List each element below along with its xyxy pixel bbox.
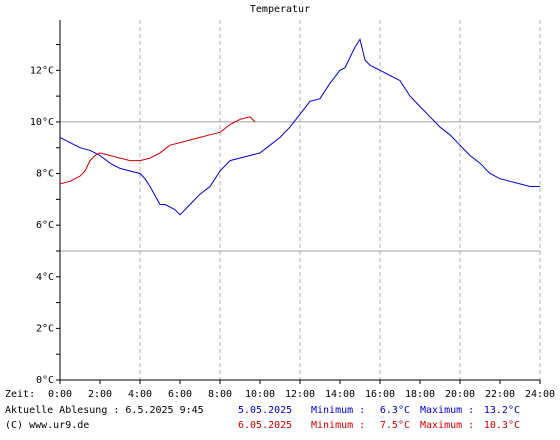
max-label-5-05: Maximum : [420,405,474,416]
legend-date-6-05: 6.05.2025 [238,420,292,431]
x-tick-label: 22:00 [485,389,515,400]
min-label-6-05: Minimum : [311,420,365,431]
max-value-6-05: 10.3°C [484,420,520,431]
series-lines [59,38,540,216]
x-tick-label: 10:00 [245,389,275,400]
footer: Aktuelle Ablesung : 6.5.2025 9:45 (C) ww… [5,405,520,431]
max-label-6-05: Maximum : [420,420,474,431]
x-tick-label: 24:00 [525,389,555,400]
y-tick-label: 2°C [36,323,54,334]
y-tick-label: 8°C [36,169,54,180]
chart-title: Temperatur [250,4,310,15]
y-tick-label: 0°C [36,375,54,386]
y-tick-label: 4°C [36,272,54,283]
x-tick-label: 4:00 [128,389,152,400]
legend-date-5-05: 5.05.2025 [238,405,292,416]
x-tick-label: 0:00 [48,389,72,400]
y-tick-label: 10°C [30,117,54,128]
x-tick-label: 6:00 [168,389,192,400]
x-tick-label: 20:00 [445,389,475,400]
x-tick-labels: 0:00 2:00 4:00 6:00 8:00 10:00 12:00 14:00 16:00… [48,389,555,400]
x-tick-label: 8:00 [208,389,232,400]
min-value-5-05: 6.3°C [380,405,410,416]
x-axis-label: Zeit: [5,389,35,400]
series-line-1 [59,38,540,216]
x-tick-label: 12:00 [285,389,315,400]
y-tick-label: 6°C [36,220,54,231]
y-tick-labels: 0°C 2°C 4°C 6°C 8°C 10°C 12°C [30,65,54,386]
reading-label: Aktuelle Ablesung : 6.5.2025 9:45 [5,405,204,416]
grid-lines [139,20,541,380]
min-value-6-05: 7.5°C [380,420,410,431]
x-tick-label: 14:00 [325,389,355,400]
copyright: (C) www.ur9.de [5,420,89,431]
reference-lines [60,121,540,252]
axes [56,20,541,384]
series-line-2 [59,116,256,185]
x-tick-label: 16:00 [365,389,395,400]
min-label-5-05: Minimum : [311,405,365,416]
x-tick-label: 2:00 [88,389,112,400]
x-tick-label: 18:00 [405,389,435,400]
max-value-5-05: 13.2°C [484,405,520,416]
y-tick-label: 12°C [30,65,54,76]
